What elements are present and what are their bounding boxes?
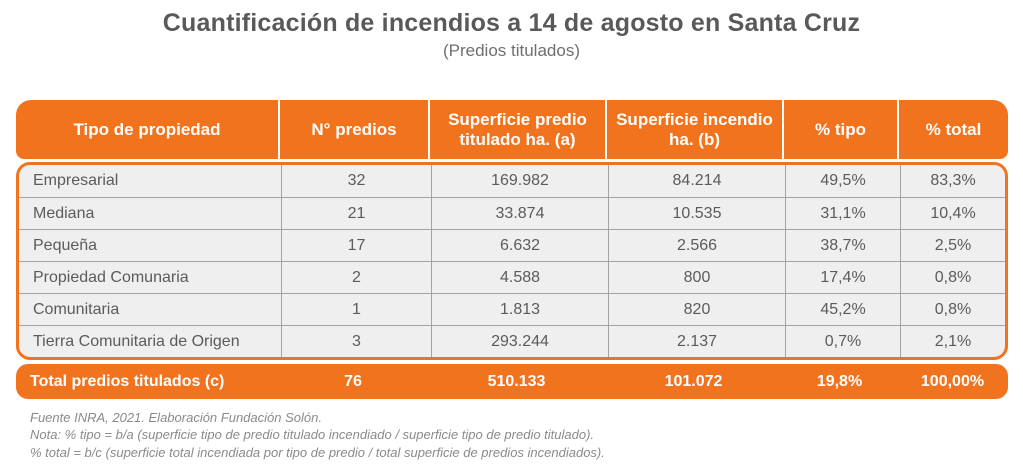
cell-superficie-incendio: 2.566 bbox=[608, 230, 785, 261]
cell-superficie-titulado: 169.982 bbox=[431, 165, 608, 197]
cell-pct-tipo: 31,1% bbox=[785, 198, 900, 229]
table-row-pequena: Pequeña 17 6.632 2.566 38,7% 2,5% bbox=[19, 229, 1005, 261]
cell-superficie-incendio: 10.535 bbox=[608, 198, 785, 229]
total-label: Total predios titulados (c) bbox=[30, 372, 225, 390]
total-superficie-titulado: 510.133 bbox=[487, 372, 546, 390]
cell-tipo: Comunitaria bbox=[33, 300, 120, 318]
cell-n-predios: 32 bbox=[281, 165, 431, 197]
total-n-predios: 76 bbox=[344, 372, 362, 390]
cell-pct-tipo: 49,5% bbox=[785, 165, 900, 197]
fires-table: Tipo de propiedad N° predios Superficie … bbox=[16, 100, 1008, 399]
cell-tipo: Empresarial bbox=[33, 172, 119, 189]
source-note: Fuente INRA, 2021. Elaboración Fundación… bbox=[30, 410, 322, 425]
column-header-pct-total: % total bbox=[897, 100, 1008, 159]
column-header-superficie-incendio: Superficie incendio ha. (b) bbox=[605, 100, 782, 159]
cell-pct-total: 0,8% bbox=[900, 262, 1005, 293]
cell-tipo: Pequeña bbox=[33, 236, 98, 254]
footnotes: Fuente INRA, 2021. Elaboración Fundación… bbox=[30, 409, 605, 461]
cell-superficie-incendio: 84.214 bbox=[608, 165, 785, 197]
cell-superficie-titulado: 33.874 bbox=[431, 198, 608, 229]
cell-superficie-incendio: 2.137 bbox=[608, 326, 785, 357]
page-subtitle: (Predios titulados) bbox=[442, 41, 580, 60]
cell-superficie-titulado: 293.244 bbox=[431, 326, 608, 357]
table-header-row: Tipo de propiedad N° predios Superficie … bbox=[16, 100, 1008, 159]
infographic-page: { "title": "Cuantificación de incendios … bbox=[0, 9, 1023, 468]
cell-superficie-incendio: 820 bbox=[608, 294, 785, 325]
page-title: Cuantificación de incendios a 14 de agos… bbox=[162, 9, 861, 37]
cell-superficie-titulado: 4.588 bbox=[431, 262, 608, 293]
table-row-mediana: Mediana 21 33.874 10.535 31,1% 10,4% bbox=[19, 197, 1005, 229]
cell-pct-total: 2,1% bbox=[900, 326, 1005, 357]
cell-superficie-titulado: 6.632 bbox=[431, 230, 608, 261]
cell-tipo: Propiedad Comunaria bbox=[33, 268, 189, 286]
cell-pct-tipo: 45,2% bbox=[785, 294, 900, 325]
cell-pct-tipo: 0,7% bbox=[785, 326, 900, 357]
total-superficie-incendio: 101.072 bbox=[664, 372, 723, 390]
total-pct-total: 100,00% bbox=[920, 372, 985, 390]
note-pct-total: % total = b/c (superficie total incendia… bbox=[30, 444, 605, 460]
column-header-n-predios: N° predios bbox=[278, 100, 428, 159]
cell-n-predios: 3 bbox=[281, 326, 431, 357]
cell-pct-total: 2,5% bbox=[900, 230, 1005, 261]
note-pct-tipo: Nota: % tipo = b/a (superficie tipo de p… bbox=[30, 427, 595, 443]
cell-superficie-titulado: 1.813 bbox=[431, 294, 608, 325]
cell-superficie-incendio: 800 bbox=[608, 262, 785, 293]
cell-pct-tipo: 38,7% bbox=[785, 230, 900, 261]
cell-n-predios: 17 bbox=[281, 230, 431, 261]
cell-pct-total: 83,3% bbox=[900, 165, 1005, 197]
total-pct-tipo: 19,8% bbox=[816, 372, 863, 390]
table-row-comunitaria: Comunitaria 1 1.813 820 45,2% 0,8% bbox=[19, 293, 1005, 325]
column-header-pct-tipo: % tipo bbox=[782, 100, 897, 159]
cell-pct-tipo: 17,4% bbox=[785, 262, 900, 293]
column-header-superficie-titulado: Superficie predio titulado ha. (a) bbox=[428, 100, 605, 159]
table-total-row: Total predios titulados (c) 76 510.133 1… bbox=[16, 364, 1008, 399]
cell-pct-total: 10,4% bbox=[900, 198, 1005, 229]
table-row-empresarial: Empresarial 32 169.982 84.214 49,5% 83,3… bbox=[19, 165, 1005, 197]
cell-tipo: Mediana bbox=[33, 204, 95, 222]
cell-n-predios: 1 bbox=[281, 294, 431, 325]
cell-n-predios: 2 bbox=[281, 262, 431, 293]
cell-pct-total: 0,8% bbox=[900, 294, 1005, 325]
table-row-propiedad-comunaria: Propiedad Comunaria 2 4.588 800 17,4% 0,… bbox=[19, 261, 1005, 293]
table-body: Empresarial 32 169.982 84.214 49,5% 83,3… bbox=[16, 162, 1008, 360]
table-row-tco: Tierra Comunitaria de Origen 3 293.244 2… bbox=[19, 325, 1005, 357]
column-header-tipo-propiedad: Tipo de propiedad bbox=[73, 119, 221, 139]
cell-tipo: Tierra Comunitaria de Origen bbox=[33, 332, 240, 350]
cell-n-predios: 21 bbox=[281, 198, 431, 229]
